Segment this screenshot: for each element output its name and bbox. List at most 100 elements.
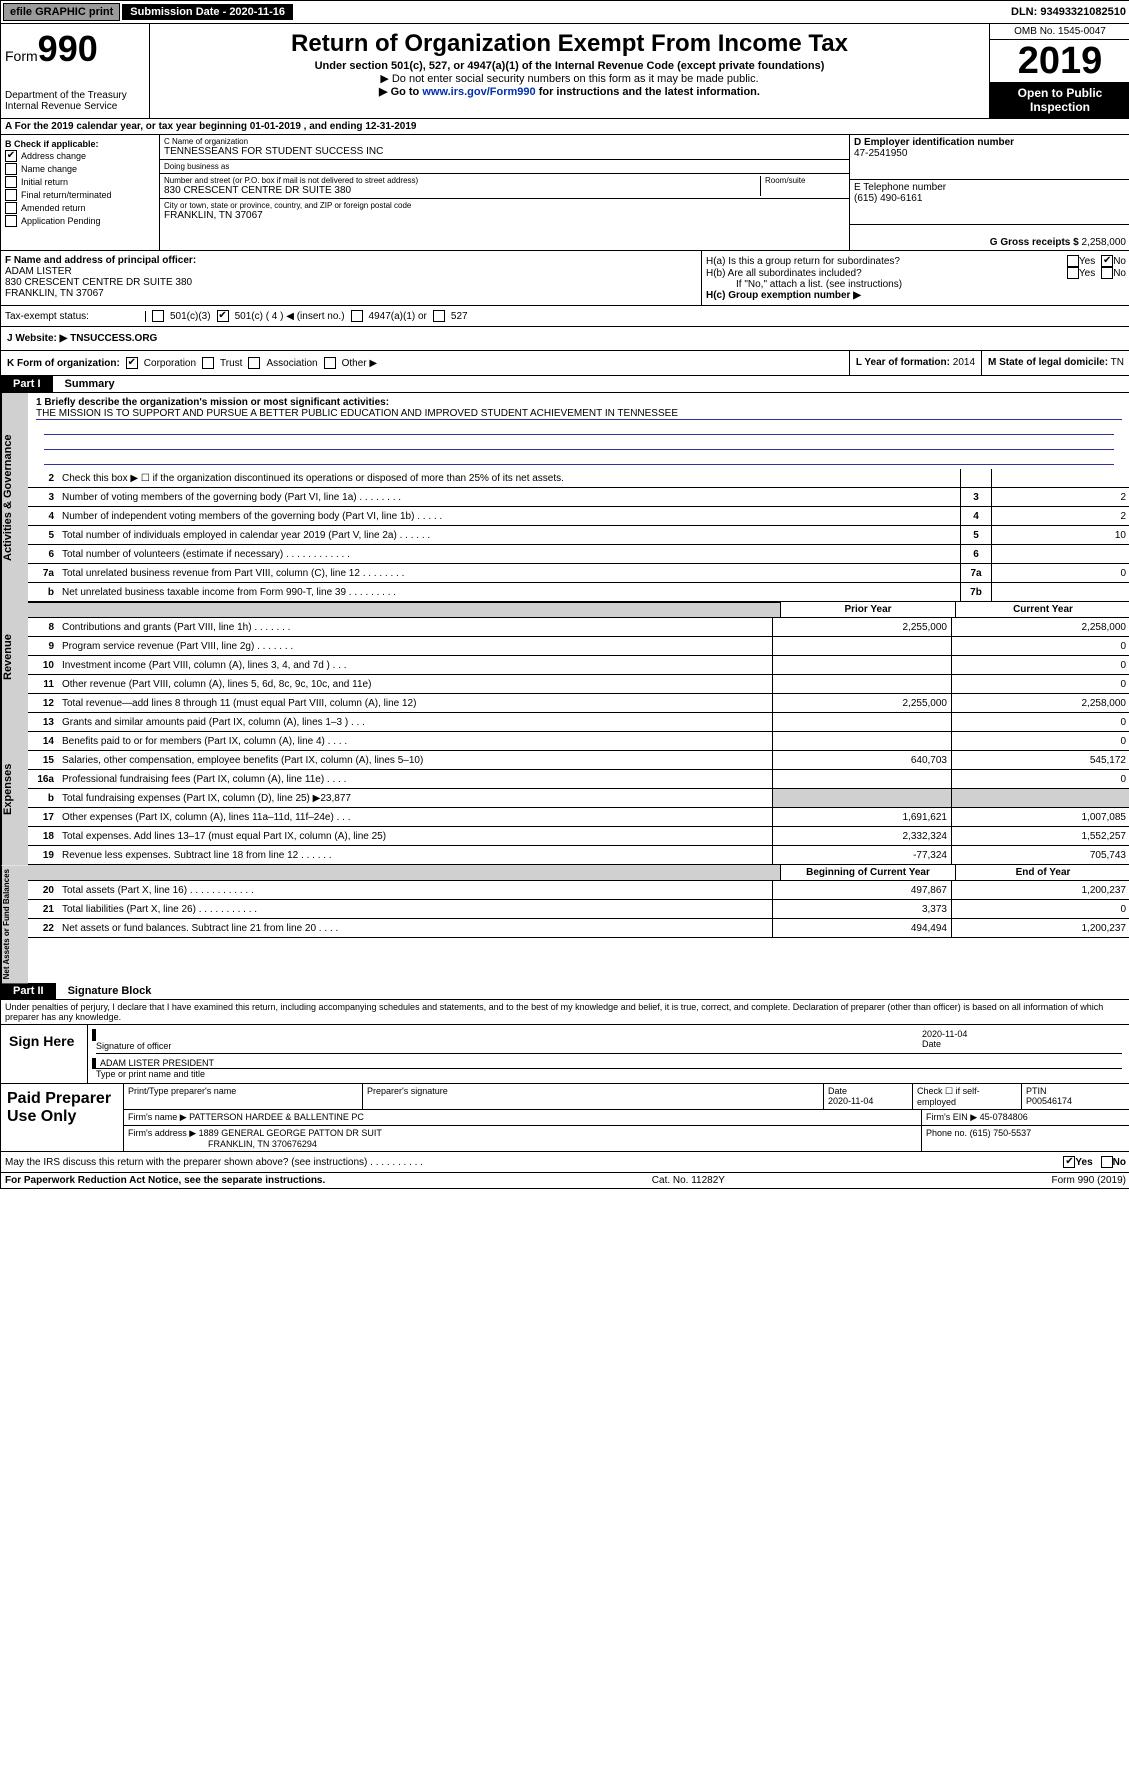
table-row: 2Check this box ▶ ☐ if the organization … [28, 469, 1129, 488]
checkbox[interactable] [5, 176, 17, 188]
sign-here-block: Sign Here Signature of officer 2020-11-0… [1, 1025, 1129, 1084]
opt-527: 527 [451, 311, 468, 322]
501c-checkbox[interactable] [217, 310, 229, 322]
dba-label: Doing business as [164, 162, 845, 171]
city-state-zip: FRANKLIN, TN 37067 [164, 210, 845, 221]
firm-addr2: FRANKLIN, TN 370676294 [128, 1139, 917, 1149]
check-line: Application Pending [5, 215, 155, 227]
current-year-header: Current Year [955, 602, 1129, 617]
form-label: Form [5, 48, 38, 64]
end-year-header: End of Year [955, 865, 1129, 880]
ha-no-checkbox[interactable] [1101, 255, 1113, 267]
table-row: 21Total liabilities (Part X, line 26) . … [28, 900, 1129, 919]
governance-section: Activities & Governance 1 Briefly descri… [1, 393, 1129, 602]
addr-label: Number and street (or P.O. box if mail i… [164, 176, 760, 185]
k-label: K Form of organization: [7, 358, 120, 369]
tax-year: 2019 [990, 40, 1129, 82]
checkbox-label: Final return/terminated [21, 190, 112, 200]
trust-checkbox[interactable] [202, 357, 214, 369]
hb-yes-checkbox[interactable] [1067, 267, 1079, 279]
checkbox[interactable] [5, 215, 17, 227]
tax-status-label: Tax-exempt status: [5, 311, 146, 322]
table-row: 16aProfessional fundraising fees (Part I… [28, 770, 1129, 789]
row-klm: K Form of organization: Corporation Trus… [1, 351, 1129, 376]
section-fh: F Name and address of principal officer:… [1, 251, 1129, 306]
side-governance: Activities & Governance [1, 393, 28, 602]
form990-link[interactable]: www.irs.gov/Form990 [422, 86, 535, 98]
table-row: 13Grants and similar amounts paid (Part … [28, 713, 1129, 732]
sig-officer-label: Signature of officer [96, 1041, 922, 1051]
discuss-yes-checkbox[interactable] [1063, 1156, 1075, 1168]
hb-no: No [1113, 268, 1126, 279]
ha-yes: Yes [1079, 256, 1095, 267]
part2-tab: Part II [1, 983, 56, 999]
hb-no-checkbox[interactable] [1101, 267, 1113, 279]
phone-label: E Telephone number [854, 182, 1126, 193]
submission-date: Submission Date - 2020-11-16 [122, 4, 293, 20]
box-b-label: B Check if applicable: [5, 139, 155, 149]
section-bcd: B Check if applicable: Address changeNam… [1, 135, 1129, 251]
checkbox-label: Address change [21, 151, 86, 161]
discuss-no-checkbox[interactable] [1101, 1156, 1113, 1168]
form-number: Form990 [5, 28, 145, 70]
footer-mid: Cat. No. 11282Y [652, 1175, 725, 1186]
m-value: TN [1111, 357, 1124, 368]
box-c: C Name of organization TENNESSEANS FOR S… [160, 135, 849, 250]
dept-treasury: Department of the Treasury [5, 90, 145, 101]
527-checkbox[interactable] [433, 310, 445, 322]
firm-addr1: 1889 GENERAL GEORGE PATTON DR SUIT [199, 1128, 382, 1138]
table-row: 10Investment income (Part VIII, column (… [28, 656, 1129, 675]
firm-ein: 45-0784806 [980, 1112, 1028, 1122]
corp-checkbox[interactable] [126, 357, 138, 369]
prep-sig-label: Preparer's signature [367, 1086, 819, 1096]
other-checkbox[interactable] [324, 357, 336, 369]
4947-checkbox[interactable] [351, 310, 363, 322]
ptin-label: PTIN [1026, 1086, 1126, 1096]
checkbox[interactable] [5, 189, 17, 201]
netassets-section: Net Assets or Fund Balances Beginning of… [1, 865, 1129, 983]
check-line: Final return/terminated [5, 189, 155, 201]
self-employed-label: Check ☐ if self-employed [913, 1084, 1022, 1109]
ha-label: H(a) Is this a group return for subordin… [706, 256, 1067, 267]
org-name: TENNESSEANS FOR STUDENT SUCCESS INC [164, 146, 845, 157]
ein-label: D Employer identification number [854, 137, 1126, 148]
footer-right: Form 990 (2019) [1052, 1175, 1126, 1186]
omb-number: OMB No. 1545-0047 [990, 24, 1129, 40]
type-print-label: Type or print name and title [96, 1069, 1122, 1079]
assoc-checkbox[interactable] [248, 357, 260, 369]
part1-header: Part I Summary [1, 376, 1129, 393]
sig-date-label: Date [922, 1039, 1122, 1049]
table-row: bNet unrelated business taxable income f… [28, 583, 1129, 602]
501c3-checkbox[interactable] [152, 310, 164, 322]
prep-name-label: Print/Type preparer's name [128, 1086, 358, 1096]
opt-501c3: 501(c)(3) [170, 311, 211, 322]
k-assoc: Association [266, 358, 317, 369]
form-num: 990 [38, 28, 98, 69]
l-label: L Year of formation: [856, 357, 950, 368]
phone-value: (615) 490-6161 [854, 193, 1126, 204]
perjury-statement: Under penalties of perjury, I declare th… [1, 1000, 1129, 1025]
table-row: 11Other revenue (Part VIII, column (A), … [28, 675, 1129, 694]
checkbox[interactable] [5, 202, 17, 214]
ha-yes-checkbox[interactable] [1067, 255, 1079, 267]
firm-name-label: Firm's name ▶ [128, 1112, 187, 1122]
side-netassets: Net Assets or Fund Balances [1, 865, 28, 983]
part1-title: Summary [53, 378, 115, 390]
website-row: J Website: ▶ TNSUCCESS.ORG [1, 327, 1129, 351]
prior-year-header: Prior Year [780, 602, 955, 617]
checkbox[interactable] [5, 163, 17, 175]
top-bar: efile GRAPHIC print Submission Date - 20… [1, 1, 1129, 24]
k-other: Other ▶ [342, 358, 377, 369]
goto-pre: ▶ Go to [379, 86, 422, 98]
officer-addr1: 830 CRESCENT CENTRE DR SUITE 380 [5, 277, 697, 288]
firm-ein-label: Firm's EIN ▶ [926, 1112, 977, 1122]
form-990-page: efile GRAPHIC print Submission Date - 20… [0, 0, 1129, 1189]
table-row: bTotal fundraising expenses (Part IX, co… [28, 789, 1129, 808]
dln: DLN: 93493321082510 [1011, 6, 1129, 18]
part1-tab: Part I [1, 376, 53, 392]
table-row: 20Total assets (Part X, line 16) . . . .… [28, 881, 1129, 900]
checkbox[interactable] [5, 150, 17, 162]
paid-preparer-block: Paid Preparer Use Only Print/Type prepar… [1, 1084, 1129, 1152]
efile-print-button[interactable]: efile GRAPHIC print [3, 3, 120, 21]
blank-line [44, 450, 1114, 465]
